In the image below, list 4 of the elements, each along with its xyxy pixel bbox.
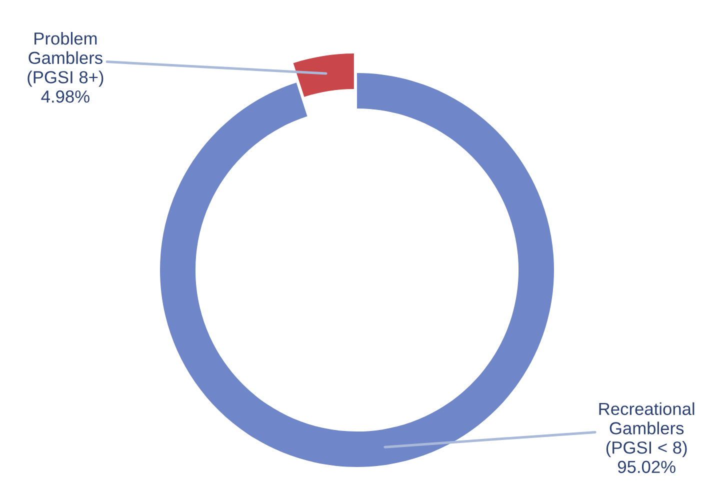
slice-label: Recreational Gamblers (PGSI < 8) (599, 402, 694, 458)
data-label: 95.02% (618, 460, 676, 474)
data-label: 4.98% (41, 90, 90, 103)
slice-label: Problem Gamblers (PGSI 8+) (28, 32, 104, 87)
